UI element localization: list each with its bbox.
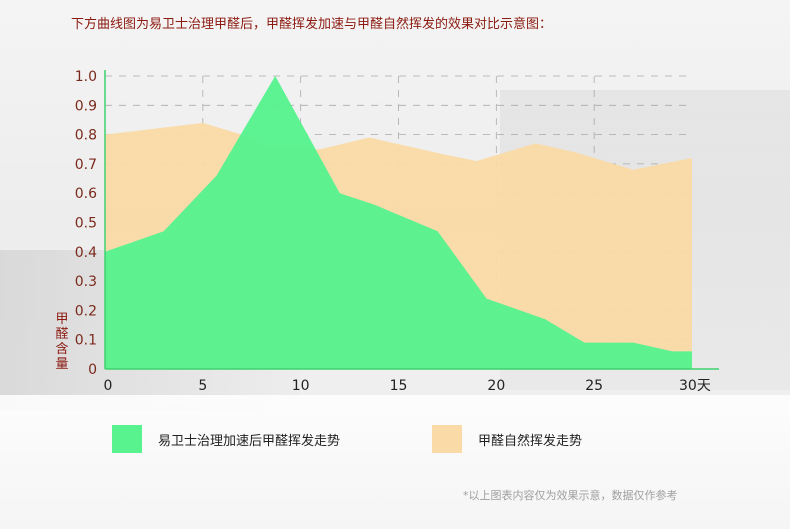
y-tick-label: 0.4 [75,245,97,261]
legend-item-accelerated: 易卫士治理加速后甲醛挥发走势 [112,425,340,453]
disclaimer-note: *以上图表内容仅为效果示意，数据仅作参考 [463,489,678,502]
legend-label-natural: 甲醛自然挥发走势 [478,433,583,449]
y-tick-label: 0.5 [75,216,97,232]
x-tick-label: 30天 [679,378,711,394]
area-chart: 0 0.1 0.2 0.3 0.4 0.5 0.6 0.7 0.8 0.9 1.0 0 5 10 15 20… [55,69,719,394]
y-tick-label: 0.2 [75,303,97,319]
y-tick-labels: 0 0.1 0.2 0.3 0.4 0.5 0.6 0.7 0.8 0.9 1.0 [75,69,97,378]
x-tick-label: 15 [390,378,408,394]
y-tick-label: 0.3 [75,274,97,290]
y-tick-label: 0.6 [75,186,97,202]
x-tick-label: 20 [487,378,505,394]
y-axis-label-char: 甲 [55,312,68,327]
y-tick-label: 0.1 [75,333,97,349]
y-axis-label-char: 量 [55,357,68,372]
chart-title: 下方曲线图为易卫士治理甲醛后，甲醛挥发加速与甲醛自然挥发的效果对比示意图： [71,17,553,32]
y-axis-label-char: 含 [55,341,68,357]
axis-layer [104,70,719,370]
y-axis-label-char: 醛 [55,326,68,342]
x-tick-label: 0 [104,378,113,394]
y-tick-label: 0 [88,362,97,378]
x-tick-label: 10 [292,378,310,394]
y-tick-label: 0.8 [75,128,97,144]
legend-label-accelerated: 易卫士治理加速后甲醛挥发走势 [158,433,341,449]
legend-item-natural: 甲醛自然挥发走势 [432,425,582,453]
y-tick-label: 1.0 [75,69,97,85]
y-tick-label: 0.7 [75,157,97,173]
legend-swatch-accelerated [112,425,142,453]
x-tick-label: 5 [198,378,207,394]
x-tick-labels: 0 5 10 15 20 25 30天 [104,378,711,394]
x-tick-label: 25 [585,378,603,394]
y-tick-label: 0.9 [75,98,97,114]
series-layer [105,76,692,369]
legend-swatch-natural [432,425,462,453]
accelerated-volatilization-area [105,76,692,369]
